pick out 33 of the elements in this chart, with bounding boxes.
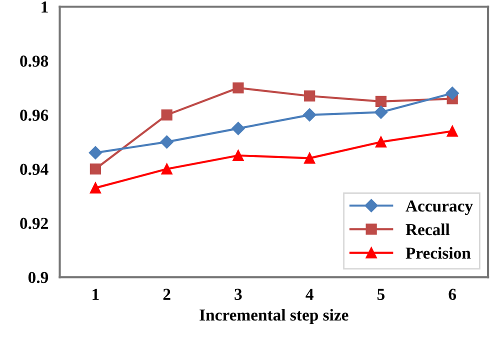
point (232, 150, 244, 162)
point (161, 109, 172, 120)
legend-label: Accuracy (406, 200, 473, 216)
point (304, 90, 316, 102)
x-axis-title: Incremental step size (200, 308, 348, 324)
y-tick-label: 0.98 (20, 56, 48, 67)
x-tick-label: 6 (448, 288, 456, 300)
point (375, 96, 387, 107)
x-tick-label: 2 (163, 288, 170, 300)
x-tick-label: 5 (377, 288, 385, 300)
y-tick-label: 0.96 (20, 110, 48, 121)
point (160, 135, 174, 149)
y-tick-label: 1 (42, 2, 48, 13)
point (446, 86, 459, 100)
point (375, 136, 387, 148)
point (232, 82, 244, 94)
point (232, 122, 245, 136)
point (374, 106, 388, 119)
x-tick-label: 1 (92, 288, 99, 300)
point (88, 146, 102, 160)
point (161, 163, 172, 175)
legend-label: Recall (406, 223, 450, 236)
x-tick-label: 4 (306, 288, 314, 300)
point (303, 108, 316, 122)
legend-label: Precision (406, 247, 471, 259)
y-tick-label: 0.9 (28, 272, 48, 284)
point (90, 163, 102, 175)
point (304, 152, 316, 164)
point (90, 182, 102, 194)
y-tick-label: 0.92 (20, 218, 48, 230)
x-tick-label: 3 (234, 288, 242, 300)
point (446, 126, 458, 137)
y-tick-label: 0.94 (20, 164, 48, 176)
